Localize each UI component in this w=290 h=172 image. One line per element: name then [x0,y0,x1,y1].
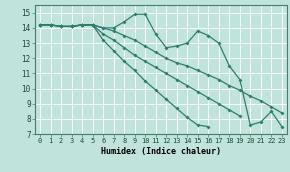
X-axis label: Humidex (Indice chaleur): Humidex (Indice chaleur) [101,147,221,156]
